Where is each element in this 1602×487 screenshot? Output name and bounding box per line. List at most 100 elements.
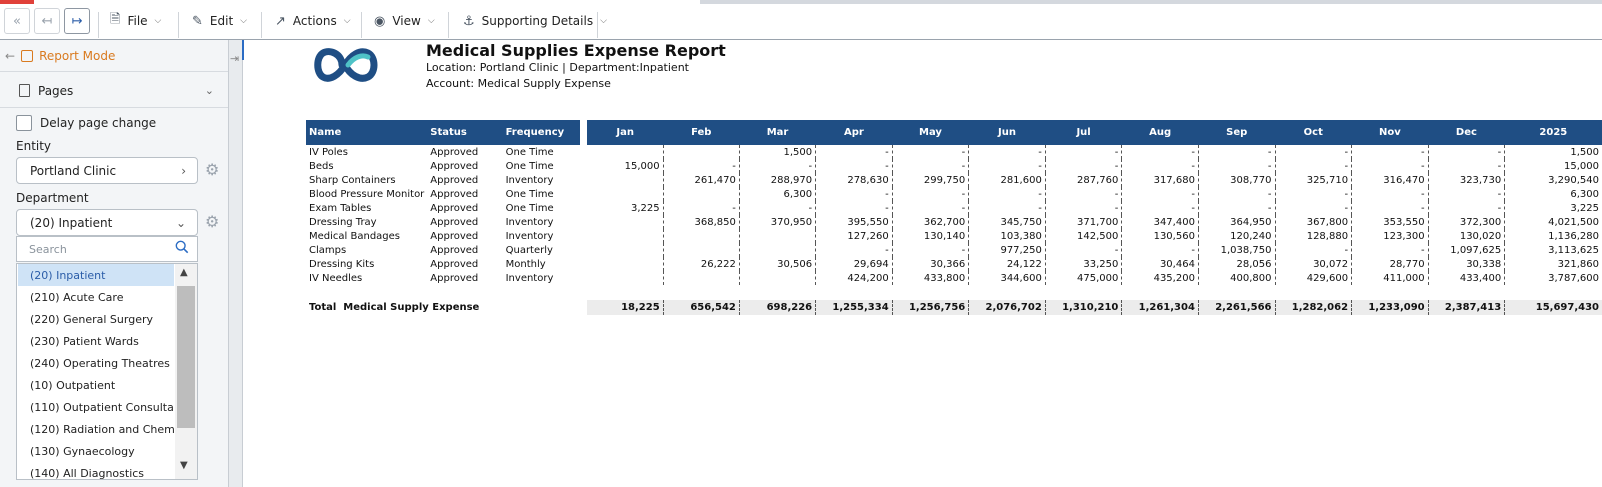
month-value: - <box>892 145 970 159</box>
month-value <box>587 187 664 201</box>
month-value: - <box>968 201 1046 215</box>
month-value: - <box>1198 145 1276 159</box>
month-value <box>587 271 664 285</box>
department-search-input[interactable]: Search <box>16 236 198 262</box>
month-value: 30,366 <box>892 257 970 271</box>
column-gap <box>580 201 588 215</box>
department-option[interactable]: (130) Gynaecology <box>30 444 135 458</box>
department-settings-gear-icon[interactable]: ⚙ <box>205 212 220 231</box>
spacer-cell <box>1428 285 1505 300</box>
actions-menu[interactable]: ↗ Actions ⌵ <box>275 4 351 38</box>
first-page-button[interactable]: « <box>4 8 30 34</box>
file-icon: 🗎 <box>110 12 121 27</box>
month-value: 123,300 <box>1351 229 1429 243</box>
department-value: (20) Inpatient <box>30 215 113 230</box>
month-value: 435,200 <box>1121 271 1199 285</box>
table-row: Clamps Approved Quarterly - -977,250- -1,038,… <box>306 243 1602 257</box>
total-value: 1,310,210 <box>1045 300 1123 315</box>
entity-selector[interactable]: Portland Clinic › <box>16 157 198 184</box>
department-option[interactable]: (20) Inpatient <box>18 264 174 286</box>
search-icon <box>175 240 189 254</box>
pencil-icon: ✎ <box>192 13 203 29</box>
month-value: 142,500 <box>1045 229 1123 243</box>
row-name: Clamps <box>309 244 347 256</box>
month-value <box>587 229 664 243</box>
month-value <box>663 243 740 257</box>
row-frequency: Inventory <box>505 272 554 284</box>
column-gap <box>580 159 588 173</box>
month-value: 344,600 <box>968 271 1046 285</box>
month-value <box>663 271 740 285</box>
back-button[interactable]: ↤ <box>34 8 60 34</box>
row-status: Approved <box>430 258 479 270</box>
total-value: 1,255,334 <box>815 300 893 315</box>
month-value: - <box>1045 201 1123 215</box>
month-value <box>663 229 740 243</box>
month-value: - <box>1045 159 1123 173</box>
month-value: 130,140 <box>892 229 970 243</box>
department-option[interactable]: (10) Outpatient <box>30 378 116 392</box>
month-value: - <box>1121 201 1199 215</box>
column-gap <box>580 257 588 271</box>
month-value <box>587 215 664 229</box>
total-value: 15,697,430 <box>1504 300 1602 315</box>
supporting-details-menu[interactable]: ⚓ Supporting Details ⌵ <box>463 4 607 38</box>
file-menu[interactable]: 🗎 File ⌵ <box>110 4 161 38</box>
month-value: - <box>1121 187 1199 201</box>
column-header-month: Dec <box>1428 120 1505 145</box>
row-name: Exam Tables <box>309 202 372 214</box>
department-option[interactable]: (210) Acute Care <box>30 290 124 304</box>
column-gap <box>580 173 588 187</box>
company-logo <box>314 48 378 82</box>
forward-button[interactable]: ↦ <box>64 8 90 34</box>
scroll-up-icon[interactable]: ▲ <box>180 267 188 278</box>
view-menu[interactable]: ◉ View ⌵ <box>374 4 435 38</box>
month-value: 345,750 <box>968 215 1046 229</box>
file-menu-label: File <box>127 14 148 28</box>
month-value: 368,850 <box>663 215 740 229</box>
row-name: Medical Bandages <box>309 230 401 242</box>
edit-menu[interactable]: ✎ Edit ⌵ <box>192 4 247 38</box>
delay-page-change-checkbox[interactable] <box>16 115 32 131</box>
department-option[interactable]: (220) General Surgery <box>30 312 153 326</box>
department-option[interactable]: (110) Outpatient Consultati... <box>30 400 174 414</box>
department-option[interactable]: (230) Patient Wards <box>30 334 139 348</box>
entity-settings-gear-icon[interactable]: ⚙ <box>205 160 220 179</box>
list-scrollbar[interactable]: ▲ ▼ <box>175 264 197 479</box>
toolbar-divider <box>261 12 262 38</box>
row-frequency: Inventory <box>505 174 554 186</box>
scrollbar-thumb[interactable] <box>177 286 195 428</box>
month-value: 362,700 <box>892 215 970 229</box>
department-option[interactable]: (240) Operating Theatres <box>30 356 170 370</box>
toolbar-divider <box>178 12 179 38</box>
pages-panel-toggle[interactable]: Pages ⌄ <box>0 74 228 108</box>
table-header-row: Name Status Frequency Jan Feb Mar Apr Ma… <box>306 120 1602 145</box>
spacer-cell <box>306 285 427 300</box>
month-value: - <box>1275 187 1353 201</box>
column-header-name: Name <box>306 120 428 145</box>
department-option[interactable]: (120) Radiation and Chemot... <box>30 422 174 436</box>
anchor-icon: ⚓ <box>463 13 475 29</box>
report-mode-label: Report Mode <box>39 48 116 63</box>
panel-collapse-gutter[interactable]: ⇥ <box>229 40 244 487</box>
month-value: - <box>663 201 740 215</box>
row-status: Approved <box>430 188 479 200</box>
row-status: Approved <box>430 174 479 186</box>
month-value: - <box>892 187 970 201</box>
total-value: 2,076,702 <box>968 300 1046 315</box>
column-header-year-total: 2025 <box>1504 120 1602 145</box>
department-option[interactable]: (140) All Diagnostics <box>30 466 145 480</box>
month-value: 299,750 <box>892 173 970 187</box>
month-value: - <box>968 187 1046 201</box>
month-value: 1,136,280 <box>1548 230 1599 242</box>
month-value: 28,056 <box>1198 257 1276 271</box>
report-mode-link[interactable]: ← Report Mode <box>0 40 228 72</box>
spacer-cell <box>969 285 1046 300</box>
month-value: - <box>1045 145 1123 159</box>
month-value: - <box>663 159 740 173</box>
month-value: 317,680 <box>1121 173 1199 187</box>
department-dropdown[interactable]: (20) Inpatient ⌄ <box>16 209 198 236</box>
scroll-down-icon[interactable]: ▼ <box>180 460 188 471</box>
pages-label: Pages <box>38 83 74 98</box>
column-header-frequency: Frequency <box>502 120 581 145</box>
